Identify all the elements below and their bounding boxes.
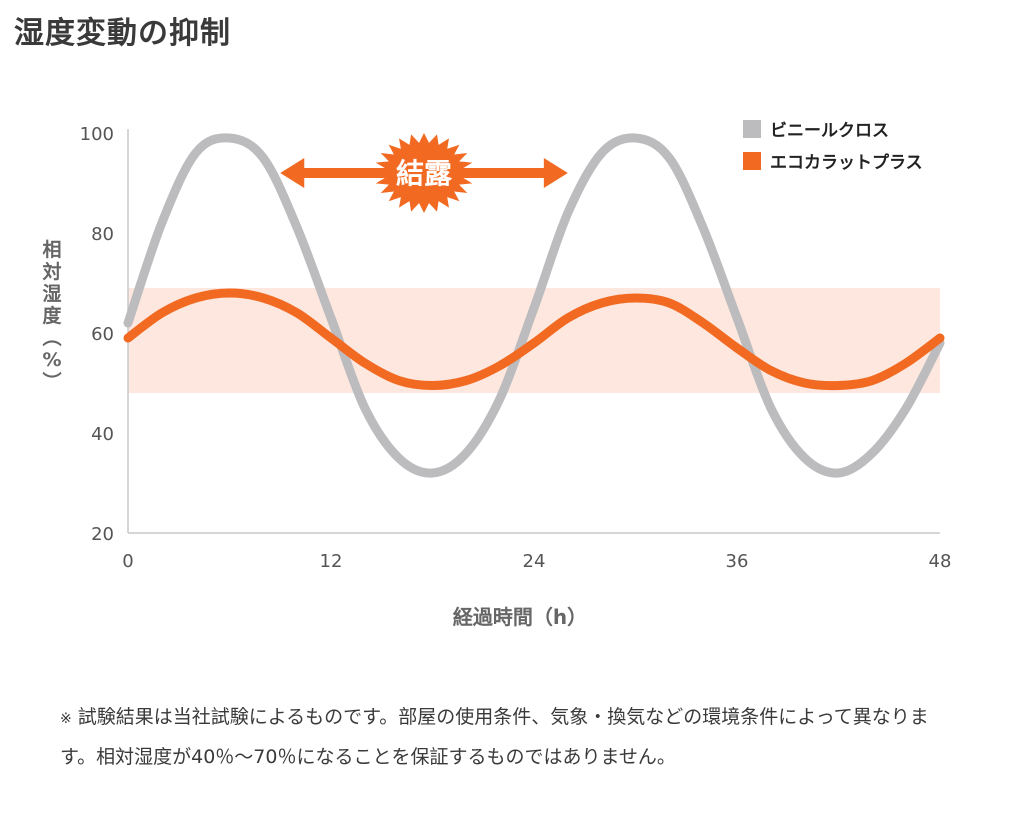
- y-axis-label-char: 度: [42, 304, 62, 327]
- note-mark: ※: [60, 711, 72, 727]
- x-axis-label: 経過時間（h）: [453, 605, 587, 629]
- y-tick-label: 100: [80, 124, 114, 145]
- page-title: 湿度変動の抑制: [14, 16, 231, 51]
- y-axis-label-char: 相: [42, 239, 61, 261]
- y-axis-label-char: （: [40, 327, 63, 346]
- y-tick-labels: 100 80 60 40 20: [80, 124, 114, 545]
- arrow-left-icon: [280, 158, 305, 188]
- condensation-label: 結露: [396, 157, 453, 190]
- y-axis-label: 相対湿度（%）: [40, 239, 63, 391]
- y-axis-label-char: ）: [40, 371, 63, 390]
- x-tick-label: 0: [122, 551, 133, 572]
- legend-label: エコカラットプラス: [770, 152, 923, 173]
- burst-icon: [374, 133, 474, 213]
- y-tick-label: 80: [91, 224, 114, 245]
- condensation-annotation: 結露: [280, 133, 568, 213]
- series-line-0: [123, 133, 945, 478]
- arrow-right-icon: [543, 158, 568, 188]
- legend-label: ビニールクロス: [770, 121, 889, 141]
- note-text: 試験結果は当社試験によるものです。部屋の使用条件、気象・換気などの環境条件によっ…: [60, 706, 929, 768]
- humidity-chart: 100 80 60 40 20 0 12 24 36 48 経過時間（h） 相対湿度（%） 結露…: [40, 120, 951, 629]
- series-lines: [123, 133, 945, 478]
- x-tick-label: 12: [320, 551, 343, 572]
- y-tick-label: 40: [91, 424, 114, 445]
- y-axis-label-char: %: [42, 349, 61, 371]
- legend-swatch: [743, 120, 761, 138]
- y-axis-label-char: 対: [41, 260, 61, 283]
- x-tick-label: 36: [726, 551, 749, 572]
- legend-swatch: [743, 152, 761, 170]
- x-tick-label: 48: [929, 551, 952, 572]
- y-tick-label: 20: [91, 524, 114, 545]
- series-line-1: [123, 288, 945, 391]
- footnote: ※ 試験結果は当社試験によるものです。部屋の使用条件、気象・換気などの環境条件によ…: [60, 698, 960, 776]
- x-tick-labels: 0 12 24 36 48: [122, 551, 951, 572]
- x-tick-label: 24: [523, 551, 546, 572]
- y-axis-label-char: 湿: [42, 283, 61, 305]
- y-tick-label: 60: [91, 324, 114, 345]
